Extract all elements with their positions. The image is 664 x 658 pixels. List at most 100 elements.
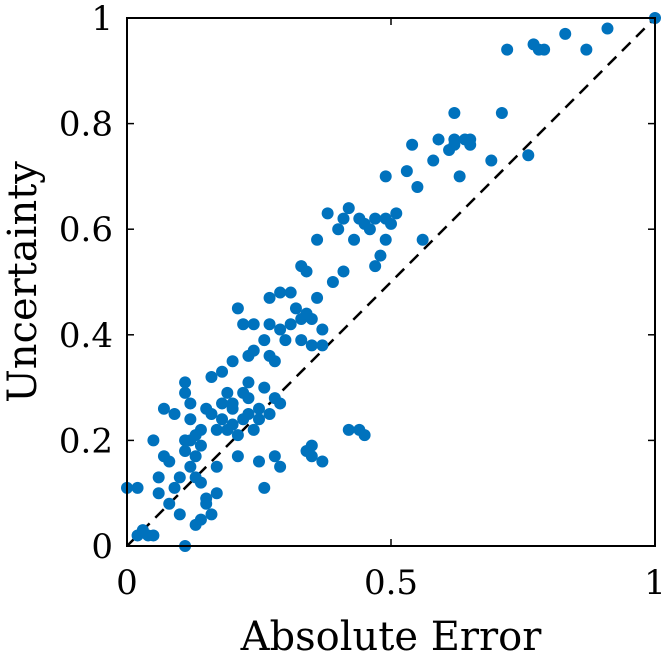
data-point-42 xyxy=(210,487,223,500)
data-point-57 xyxy=(237,318,250,331)
data-point-137 xyxy=(495,107,508,120)
data-point-45 xyxy=(216,365,229,378)
data-point-31 xyxy=(194,423,207,436)
data-point-58 xyxy=(242,392,255,405)
data-point-105 xyxy=(337,212,350,225)
data-point-82 xyxy=(279,334,292,347)
data-point-67 xyxy=(253,413,265,426)
data-point-38 xyxy=(205,371,218,384)
data-point-44 xyxy=(216,397,229,410)
data-point-60 xyxy=(242,376,255,389)
data-point-72 xyxy=(263,408,276,420)
y-tick-label: 0.4 xyxy=(59,316,113,356)
data-point-7 xyxy=(152,487,165,500)
data-point-69 xyxy=(258,381,271,394)
x-tick-label: 1 xyxy=(644,563,664,603)
data-point-81 xyxy=(274,323,287,336)
data-point-106 xyxy=(342,202,355,215)
data-point-99 xyxy=(316,455,329,468)
data-point-117 xyxy=(379,233,392,246)
data-point-118 xyxy=(379,170,392,183)
data-point-123 xyxy=(406,138,419,151)
data-point-130 xyxy=(448,107,461,120)
data-point-70 xyxy=(258,481,271,494)
data-point-102 xyxy=(326,276,339,288)
data-point-107 xyxy=(342,423,355,436)
data-point-108 xyxy=(348,233,361,246)
data-point-113 xyxy=(363,223,376,236)
data-point-24 xyxy=(184,397,197,410)
data-point-115 xyxy=(369,260,382,273)
data-point-132 xyxy=(453,170,466,183)
data-point-71 xyxy=(263,291,276,304)
data-point-135 xyxy=(464,133,477,146)
data-point-40 xyxy=(210,423,223,436)
axis-ticks: 0 0.5 1 0 0.2 0.4 0.6 0.8 1 xyxy=(59,0,664,603)
data-point-65 xyxy=(253,402,265,415)
data-point-66 xyxy=(253,455,265,468)
data-point-120 xyxy=(385,217,397,230)
data-point-73 xyxy=(263,318,276,331)
data-point-17 xyxy=(179,386,192,399)
data-point-51 xyxy=(226,355,239,368)
data-point-49 xyxy=(226,397,239,410)
scatter-points xyxy=(121,12,661,552)
data-point-103 xyxy=(332,223,345,236)
data-point-54 xyxy=(231,302,244,315)
data-point-144 xyxy=(580,43,593,56)
data-point-97 xyxy=(311,233,324,246)
data-point-23 xyxy=(184,460,197,473)
data-point-79 xyxy=(274,460,287,473)
data-point-101 xyxy=(321,207,334,220)
y-tick-label: 0 xyxy=(91,527,113,567)
data-point-22 xyxy=(184,413,197,426)
data-point-15 xyxy=(173,508,186,521)
data-point-61 xyxy=(242,408,255,420)
y-tick-label: 1 xyxy=(91,0,113,39)
data-point-35 xyxy=(200,497,213,510)
data-point-27 xyxy=(189,450,202,463)
data-point-11 xyxy=(163,455,176,468)
y-tick-label: 0.2 xyxy=(59,421,113,461)
data-point-93 xyxy=(305,439,318,452)
data-point-92 xyxy=(305,312,318,325)
data-point-136 xyxy=(485,154,498,167)
data-point-6 xyxy=(147,434,160,447)
data-point-14 xyxy=(168,481,181,494)
data-point-90 xyxy=(300,265,313,278)
data-point-131 xyxy=(448,138,461,151)
data-point-122 xyxy=(400,165,413,178)
data-point-126 xyxy=(427,154,440,167)
data-point-43 xyxy=(216,413,229,426)
data-point-8 xyxy=(152,471,165,484)
data-point-47 xyxy=(221,386,234,399)
data-point-80 xyxy=(274,286,287,299)
data-point-10 xyxy=(157,402,170,415)
data-point-13 xyxy=(168,408,181,420)
x-tick-label: 0 xyxy=(116,563,138,603)
data-point-100 xyxy=(316,323,329,336)
y-tick-label: 0.8 xyxy=(59,105,113,145)
data-point-41 xyxy=(210,460,223,473)
data-point-83 xyxy=(284,286,297,299)
x-tick-label: 0.5 xyxy=(364,563,418,603)
data-point-5 xyxy=(147,529,160,542)
reference-line-layer xyxy=(126,17,656,547)
data-point-84 xyxy=(284,318,297,331)
data-point-85 xyxy=(289,302,302,315)
data-point-37 xyxy=(205,408,218,420)
data-point-20 xyxy=(179,444,192,457)
data-point-121 xyxy=(390,207,403,220)
data-point-88 xyxy=(295,334,308,347)
y-tick-label: 0.6 xyxy=(59,210,113,250)
data-point-52 xyxy=(231,450,244,463)
data-point-127 xyxy=(432,133,445,146)
data-point-124 xyxy=(411,180,424,193)
data-point-139 xyxy=(522,149,535,162)
data-point-18 xyxy=(179,376,192,389)
data-point-138 xyxy=(501,43,514,56)
data-point-125 xyxy=(416,233,429,246)
data-point-94 xyxy=(305,450,318,463)
data-point-104 xyxy=(337,265,350,278)
